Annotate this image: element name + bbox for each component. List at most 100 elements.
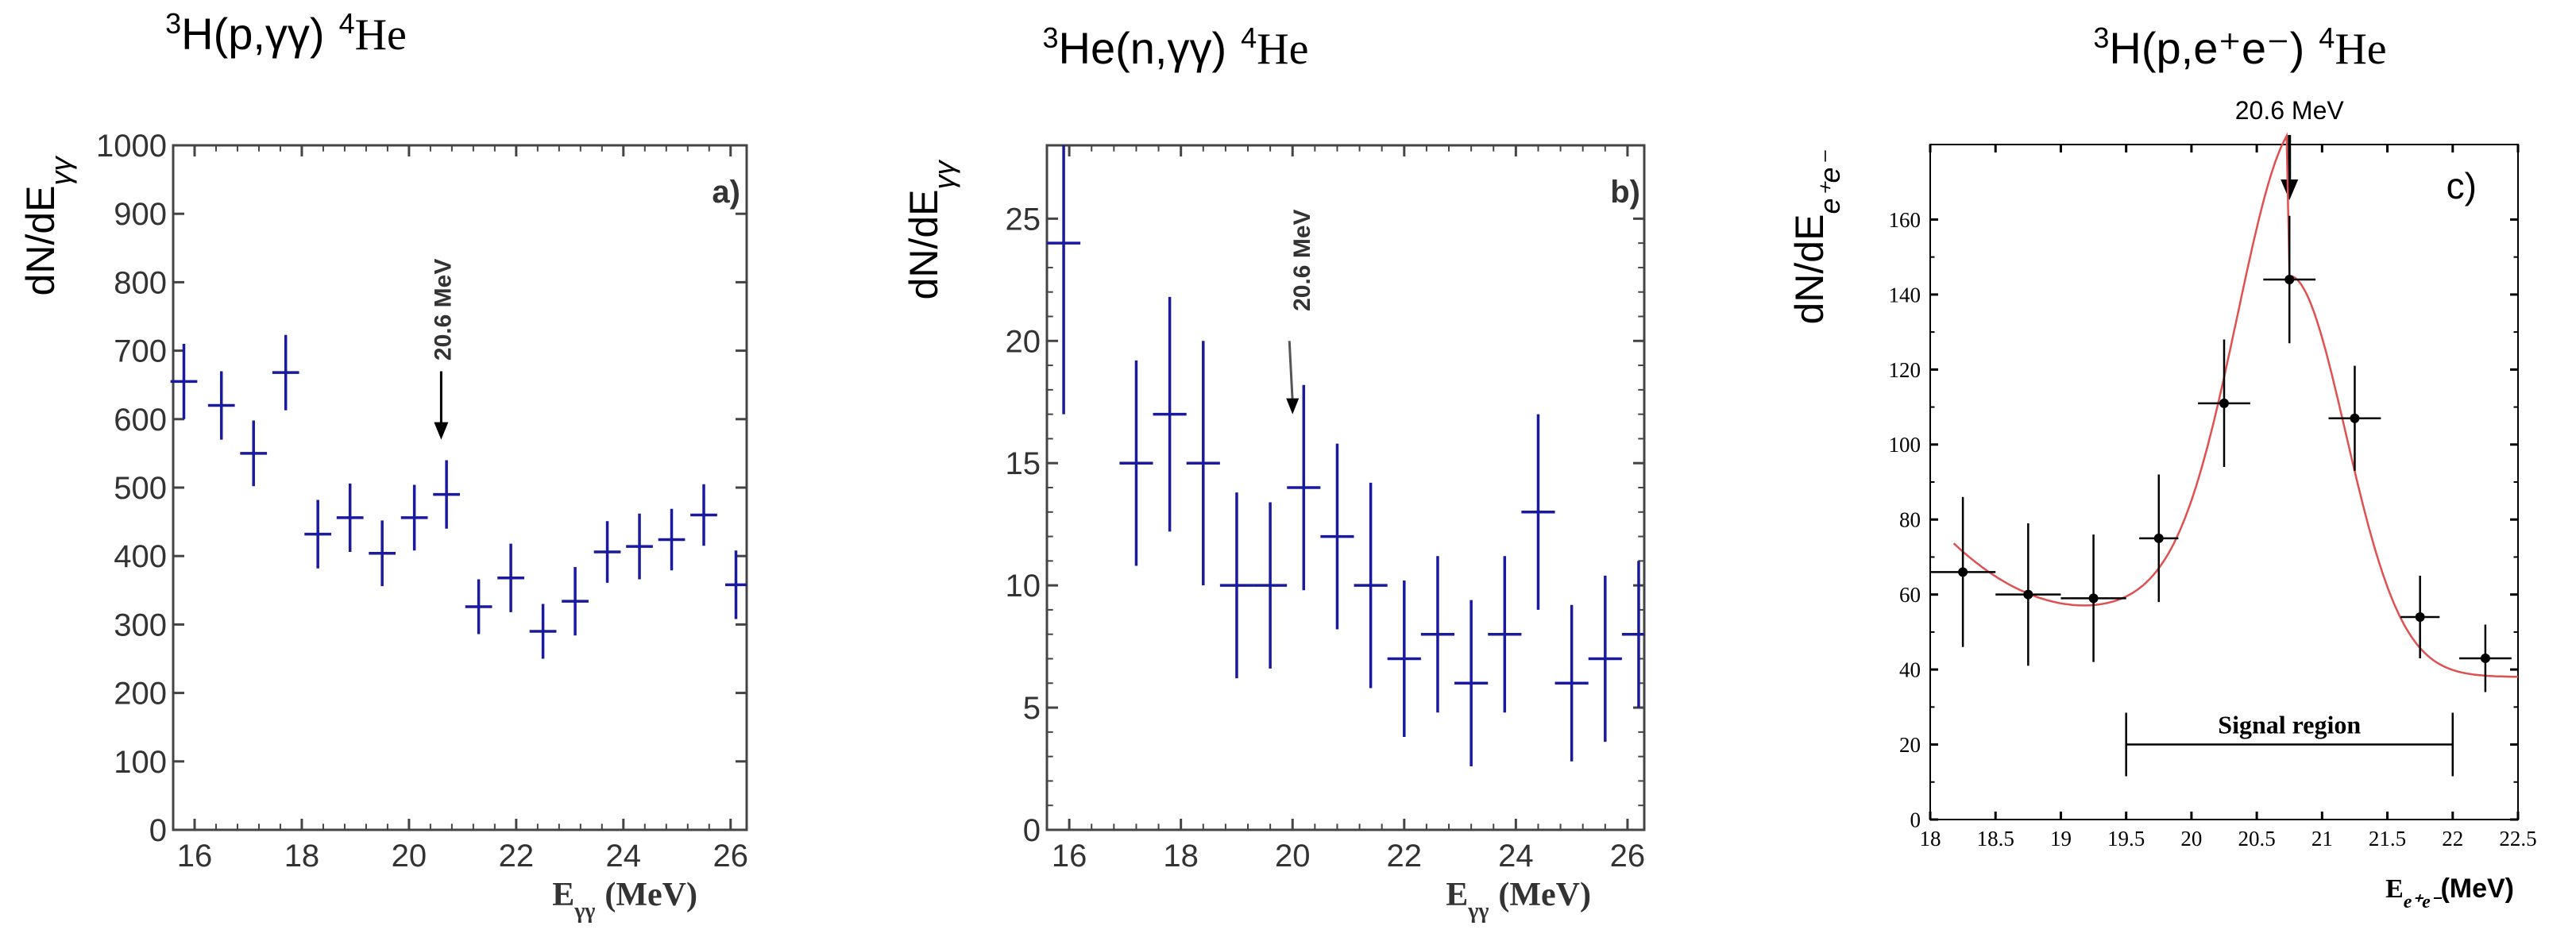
panel-a-xtick-label: 22 bbox=[499, 839, 535, 874]
panel-a-ytick-label: 1000 bbox=[96, 129, 167, 164]
panel-a-data-series bbox=[170, 334, 747, 659]
panel-c-title-super: 3 bbox=[2093, 21, 2109, 54]
panel-a-data-point bbox=[593, 521, 621, 583]
panel-a-frame bbox=[172, 144, 748, 831]
panel-b-ylabel: dN/dEγγ bbox=[902, 160, 960, 300]
panel-b-ytick-label: 5 bbox=[1023, 691, 1041, 726]
panel-a-xtick-label: 18 bbox=[284, 839, 320, 874]
panel-b-xlabel: Eγγ (MeV) bbox=[1446, 877, 1591, 924]
panel-a-data-point bbox=[497, 543, 524, 612]
panel-c-xtick-label: 19.5 bbox=[2107, 827, 2145, 850]
panel-a-axes: 0 100 200 300 400 500 600 700 800 900 1000 16 18 20 22… bbox=[96, 129, 748, 874]
panel-c-xtick-label: 20.5 bbox=[2238, 827, 2275, 850]
panel-a-xtick-label: 20 bbox=[392, 839, 427, 874]
panel-b-xlabel-unit: (MeV) bbox=[1498, 877, 1591, 913]
panel-c-title-product: He bbox=[2335, 25, 2386, 74]
panel-c-xtick-label: 21.5 bbox=[2369, 827, 2406, 850]
panel-b-annotation: 20.6 MeV bbox=[1289, 209, 1315, 310]
panel-a-ylabel-main: dN/dE bbox=[18, 186, 63, 296]
panel-a-xtick-label: 16 bbox=[177, 839, 213, 874]
panel-c-xtick-label: 22.5 bbox=[2499, 827, 2536, 850]
panel-b-data-point bbox=[1488, 556, 1522, 713]
panel-b-title-product-super: 4 bbox=[1241, 21, 1257, 54]
panel-a-data-point bbox=[465, 579, 492, 634]
panel-c-xtick-label: 19 bbox=[2050, 827, 2072, 850]
panel-b-data-point bbox=[1588, 575, 1622, 742]
panel-c-marker bbox=[2350, 413, 2360, 423]
panel-a-data-point bbox=[658, 508, 686, 571]
panel-a-title-main: H(p,γγ) bbox=[181, 9, 324, 59]
panel-a-xlabel: Eγγ (MeV) bbox=[552, 877, 697, 924]
panel-c-xlabel-unit: (MeV) bbox=[2440, 874, 2514, 904]
panel-b-ytick-label: 15 bbox=[1006, 446, 1041, 481]
panel-c-xtick-label: 18 bbox=[1920, 827, 1941, 850]
panel-c-data-point bbox=[2459, 624, 2512, 692]
panel-a-data-point bbox=[400, 484, 428, 551]
panel-a-xtick-label: 24 bbox=[606, 839, 642, 874]
panel-a-data-point bbox=[725, 550, 747, 619]
panel-a-xlabel-sub: γγ bbox=[574, 899, 595, 924]
panel-c-data-point bbox=[2060, 534, 2126, 662]
panel-c-marker bbox=[2023, 589, 2033, 600]
panel-a-ytick-label: 400 bbox=[114, 539, 167, 574]
panel-a-data-point bbox=[170, 343, 198, 419]
panel-a-xtick-label: 26 bbox=[713, 839, 749, 874]
panel-b: 3He(n,γγ) 4He dN/dEγγ Eγγ (MeV) b) 20.6 Me… bbox=[902, 21, 1646, 924]
panel-a-data-point bbox=[690, 484, 717, 546]
panel-a-xlabel-main: E bbox=[552, 877, 574, 913]
panel-c-data-point bbox=[1995, 523, 2061, 666]
panel-b-ytick-label: 20 bbox=[1006, 324, 1041, 359]
panel-c-marker bbox=[2480, 653, 2490, 663]
panel-c-ytick-label: 80 bbox=[1899, 508, 1921, 532]
panel-a-annotation: 20.6 MeV bbox=[430, 259, 456, 361]
panel-a-ytick-label: 100 bbox=[114, 745, 167, 780]
panel-b-data-point bbox=[1387, 580, 1421, 738]
panel-c-arrow-head bbox=[2281, 179, 2299, 200]
panel-c-annotation: 20.6 MeV bbox=[2235, 96, 2345, 125]
panel-b-data-point bbox=[1186, 341, 1220, 586]
panel-b-title-product: He bbox=[1257, 25, 1308, 74]
panel-c-ytick-label: 140 bbox=[1889, 283, 1921, 307]
panel-a-ytick-label: 600 bbox=[114, 403, 167, 438]
panel-c-data-point bbox=[2263, 215, 2316, 344]
panel-c-marker bbox=[2153, 533, 2164, 543]
panel-a-ytick-label: 200 bbox=[114, 677, 167, 712]
panel-a-title: 3H(p,γγ) 4He bbox=[165, 7, 407, 60]
panel-c-marker bbox=[2219, 398, 2229, 408]
panel-b-data-point bbox=[1253, 502, 1288, 669]
panel-c-fit-curve bbox=[1952, 132, 2519, 678]
panel-a-xlabel-unit: (MeV) bbox=[604, 877, 697, 913]
panel-a-ytick-label: 0 bbox=[149, 813, 167, 848]
panel-c-title: 3H(p,e⁺e⁻) 4He bbox=[2093, 21, 2386, 75]
panel-c-ylabel-sub: e⁺e⁻ bbox=[1813, 149, 1846, 214]
panel-a-title-super: 3 bbox=[165, 7, 181, 40]
panel-c: 3H(p,e⁺e⁻) 4He dN/dEe⁺e⁻ Ee⁺e⁻(MeV) c) 20… bbox=[1787, 21, 2537, 913]
panel-c-xlabel: Ee⁺e⁻(MeV) bbox=[2385, 874, 2514, 912]
panel-a-ylabel-sub: γγ bbox=[44, 156, 77, 186]
panel-c-xtick-label: 20 bbox=[2180, 827, 2202, 850]
panel-c-xtick-label: 21 bbox=[2311, 827, 2333, 850]
panel-a-data-point bbox=[369, 520, 396, 587]
panel-c-data-point bbox=[2400, 576, 2440, 658]
panel-b-title-main: He(n,γγ) bbox=[1059, 23, 1227, 73]
panel-a-ylabel: dN/dEγγ bbox=[18, 156, 77, 296]
panel-a-tag: a) bbox=[712, 175, 740, 210]
panel-c-signal-region-label: Signal region bbox=[2218, 711, 2361, 739]
panel-c-marker bbox=[2415, 612, 2425, 622]
panel-b-ytick-label: 25 bbox=[1006, 202, 1041, 237]
panel-a-ytick-label: 800 bbox=[114, 265, 167, 300]
panel-b-xtick-label: 26 bbox=[1610, 839, 1646, 874]
panel-c-title-main: H(p,e⁺e⁻) bbox=[2109, 23, 2304, 73]
panel-c-tag: c) bbox=[2447, 165, 2477, 206]
panel-b-data-point bbox=[1454, 600, 1489, 766]
panel-c-data-point bbox=[2328, 365, 2381, 471]
panel-c-xtick-label: 22 bbox=[2442, 827, 2463, 850]
panel-b-xtick-label: 18 bbox=[1163, 839, 1199, 874]
panel-b-xtick-label: 16 bbox=[1052, 839, 1087, 874]
panel-b-xtick-label: 20 bbox=[1275, 839, 1311, 874]
panel-b-xtick-label: 22 bbox=[1387, 839, 1423, 874]
panel-b-arrow-head bbox=[1286, 398, 1300, 415]
panel-c-ytick-label: 100 bbox=[1889, 433, 1921, 457]
panel-c-data-point bbox=[1930, 496, 1996, 647]
